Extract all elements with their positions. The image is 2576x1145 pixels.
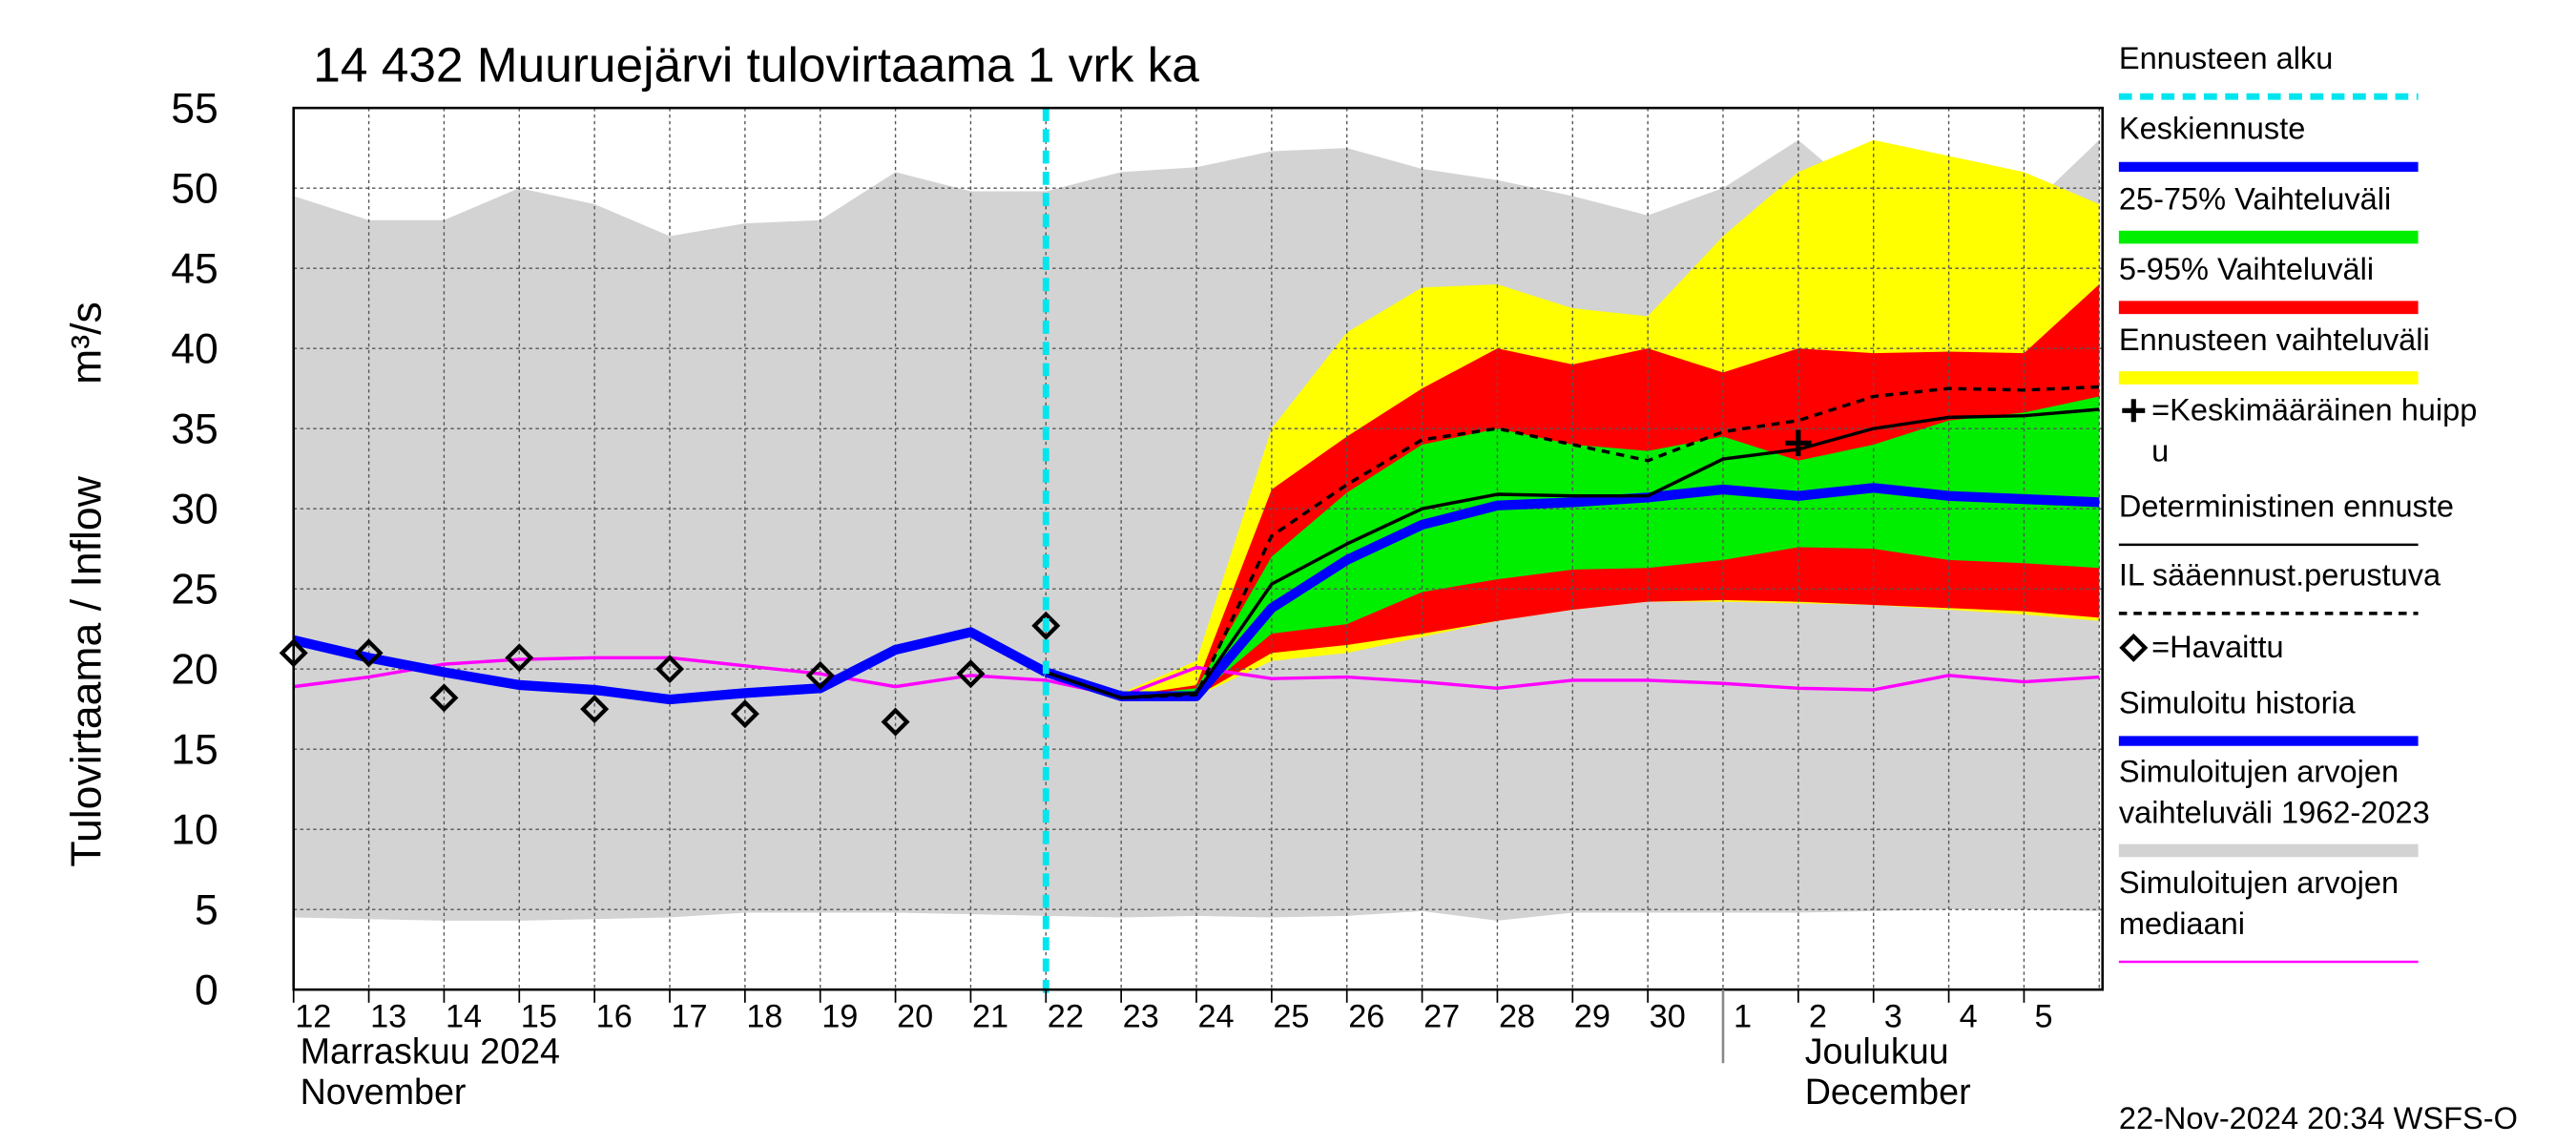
legend-label: =Keskimääräinen huipp xyxy=(2151,393,2477,427)
legend-label: =Havaittu xyxy=(2151,630,2283,664)
x-tick-label: 4 xyxy=(1960,999,1978,1035)
plot-frame xyxy=(292,106,2104,991)
x-tick-label: 13 xyxy=(370,999,406,1035)
observed-marker xyxy=(730,699,759,729)
series-line xyxy=(1044,483,2100,701)
observed-marker xyxy=(354,638,384,668)
range-band xyxy=(1121,396,2100,698)
month-label: Joulukuu xyxy=(1805,1030,1949,1071)
observed-marker xyxy=(429,683,459,713)
legend-label: Keskiennuste xyxy=(2119,112,2306,146)
legend-label: Simuloitujen arvojen xyxy=(2119,754,2399,788)
plot xyxy=(293,108,2103,990)
chart-title: 14 432 Muuruejärvi tulovirtaama 1 vrk ka xyxy=(313,37,1199,93)
observed-marker xyxy=(956,659,986,689)
y-tick-label: 25 xyxy=(171,567,218,614)
y-tick-label: 35 xyxy=(171,406,218,453)
observed-marker xyxy=(1031,611,1061,640)
month-label: Marraskuu 2024 xyxy=(301,1030,560,1071)
footer: 22-Nov-2024 20:34 WSFS-O xyxy=(2119,1101,2518,1135)
legend-label: 25-75% Vaihteluväli xyxy=(2119,181,2391,216)
y-tick-label: 5 xyxy=(195,887,218,934)
observed-marker xyxy=(805,660,835,690)
x-tick-label: 15 xyxy=(521,999,557,1035)
y-axis-unit: m³/s xyxy=(63,302,110,385)
y-tick-label: 45 xyxy=(171,246,218,293)
x-tick-label: 26 xyxy=(1348,999,1384,1035)
x-tick-label: 3 xyxy=(1884,999,1902,1035)
x-tick-label: 30 xyxy=(1650,999,1686,1035)
legend-label: u xyxy=(2151,433,2169,468)
x-tick-label: 29 xyxy=(1574,999,1610,1035)
legend-label: Ennusteen vaihteluväli xyxy=(2119,323,2430,357)
x-tick-label: 25 xyxy=(1273,999,1309,1035)
legend-label: mediaani xyxy=(2119,906,2245,941)
observed-marker xyxy=(654,655,685,684)
legend-label: IL sääennust.perustuva xyxy=(2119,558,2441,593)
y-tick-label: 55 xyxy=(171,86,218,133)
x-tick-label: 14 xyxy=(446,999,482,1035)
legend-label: Deterministinen ennuste xyxy=(2119,489,2454,524)
series-line xyxy=(1045,407,2100,700)
x-tick-label: 19 xyxy=(821,999,858,1035)
legend-label: 5-95% Vaihteluväli xyxy=(2119,252,2374,286)
x-tick-label: 23 xyxy=(1123,999,1159,1035)
y-tick-label: 0 xyxy=(195,968,218,1014)
x-tick-label: 12 xyxy=(295,999,331,1035)
x-tick-label: 21 xyxy=(972,999,1008,1035)
y-tick-label: 30 xyxy=(171,487,218,533)
observed-marker xyxy=(580,695,610,724)
peak-marker xyxy=(1785,429,1812,456)
x-tick-label: 1 xyxy=(1734,999,1752,1035)
series-line xyxy=(293,656,2100,698)
legend-label: Simuloitujen arvojen xyxy=(2119,865,2399,900)
x-tick-label: 18 xyxy=(746,999,782,1035)
x-tick-label: 28 xyxy=(1499,999,1535,1035)
y-tick-label: 40 xyxy=(171,326,218,373)
month-label: December xyxy=(1805,1072,1971,1112)
observed-marker xyxy=(881,707,910,737)
y-tick-label: 10 xyxy=(171,807,218,854)
observed-marker xyxy=(505,643,534,673)
x-tick-label: 24 xyxy=(1198,999,1235,1035)
legend-label: vaihteluväli 1962-2023 xyxy=(2119,795,2430,829)
x-tick-label: 20 xyxy=(897,999,933,1035)
series-line xyxy=(1045,385,2100,700)
month-label: November xyxy=(301,1072,467,1112)
y-tick-label: 15 xyxy=(171,727,218,774)
y-tick-label: 20 xyxy=(171,647,218,694)
y-tick-label: 50 xyxy=(171,166,218,213)
x-tick-label: 5 xyxy=(2034,999,2052,1035)
x-tick-label: 2 xyxy=(1809,999,1827,1035)
series-line xyxy=(293,627,1049,705)
legend-marker xyxy=(2119,633,2149,662)
x-tick-label: 27 xyxy=(1423,999,1460,1035)
legend-label: Simuloitu historia xyxy=(2119,685,2357,719)
y-axis-label: Tulovirtaama / Inflow xyxy=(63,475,110,866)
legend-label: Ennusteen alku xyxy=(2119,41,2334,75)
x-tick-label: 22 xyxy=(1048,999,1084,1035)
legend-marker xyxy=(2122,399,2146,423)
x-tick-label: 16 xyxy=(596,999,633,1035)
x-tick-label: 17 xyxy=(672,999,708,1035)
